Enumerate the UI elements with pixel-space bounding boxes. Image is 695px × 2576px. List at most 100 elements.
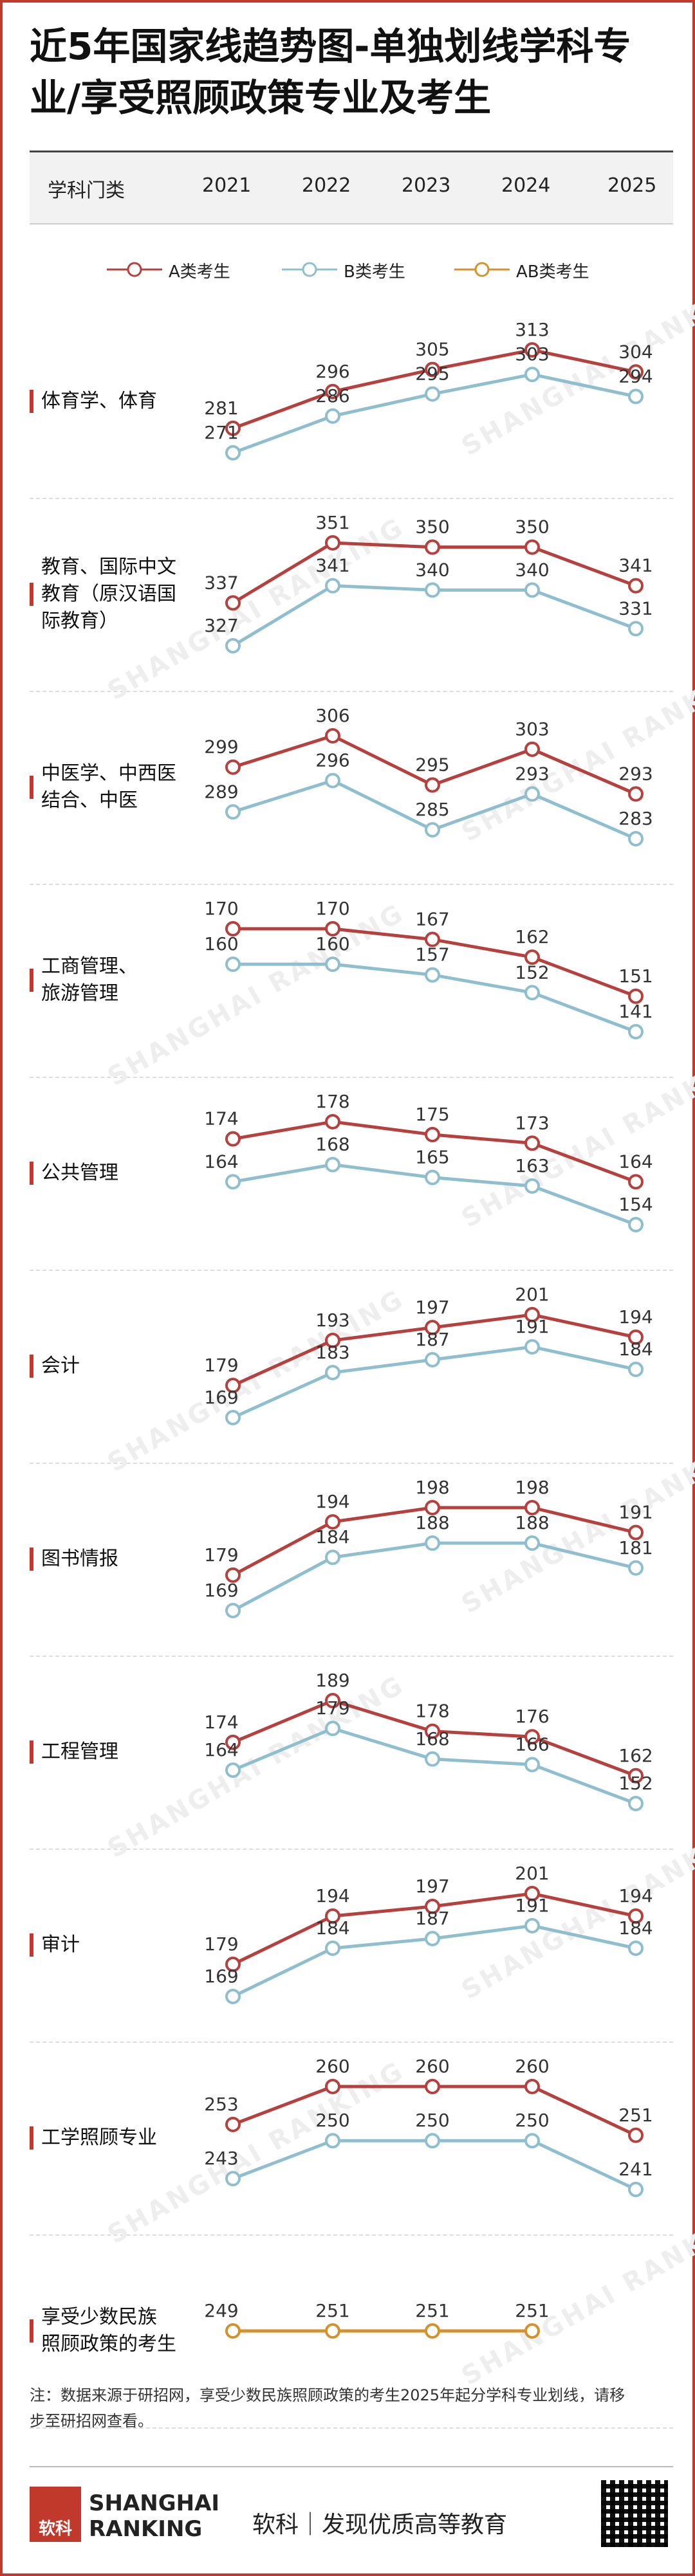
data-label: 174 (204, 1712, 238, 1733)
data-point (628, 2182, 644, 2197)
data-label: 241 (618, 2159, 653, 2180)
data-label: 194 (315, 1491, 349, 1512)
data-point (425, 931, 440, 947)
title-line-1: 近5年国家线趋势图-单独划线学科专 (30, 24, 631, 68)
data-point (225, 759, 241, 775)
data-point (225, 956, 241, 973)
data-label: 253 (204, 2094, 238, 2115)
data-point (524, 741, 540, 757)
data-label: 350 (515, 516, 549, 538)
table-header: 学科门类 2021 2022 2023 2024 2025 (30, 151, 673, 224)
row-plot: 174 189 178 176 162 164 179 168 166 152 (204, 1670, 653, 1811)
data-point (628, 1174, 644, 1190)
data-label: 351 (315, 512, 349, 533)
data-point (425, 1127, 440, 1142)
row-label-line: 际教育） (41, 610, 118, 632)
data-label: 191 (515, 1895, 549, 1916)
data-label: 187 (415, 1908, 449, 1929)
data-label: 250 (515, 2110, 549, 2131)
legend-label-ab: AB类考生 (516, 262, 589, 282)
chart-row: SHANGHAI RANKING 工学照顾专业 253 260 260 260 251 243… (30, 2042, 673, 2250)
data-label: 341 (618, 555, 653, 576)
row-plot: 179 194 197 201 194 169 184 187 191 184 (204, 1863, 653, 2004)
row-plot: 249 251 251 251 (204, 2300, 550, 2339)
data-point (325, 408, 340, 424)
data-point (325, 1333, 340, 1348)
data-label: 198 (515, 1477, 549, 1498)
data-label: 197 (415, 1876, 449, 1897)
chart-row: SHANGHAI RANKING 工商管理、 旅游管理 170 170 167 162 151… (30, 884, 673, 1092)
data-point (628, 388, 644, 405)
data-point (524, 786, 540, 802)
data-label: 179 (204, 1355, 238, 1376)
data-label: 167 (415, 909, 449, 930)
header-category-label: 学科门类 (48, 179, 125, 202)
data-label: 189 (315, 1670, 349, 1691)
data-point (628, 1217, 644, 1232)
data-point (225, 1567, 241, 1583)
data-point (425, 539, 440, 555)
header-year-2022: 2022 (302, 174, 351, 197)
data-label: 178 (415, 1701, 449, 1722)
data-label: 331 (618, 598, 653, 619)
data-point (325, 772, 340, 789)
data-point (524, 1307, 540, 1322)
data-label: 327 (204, 615, 238, 636)
data-label: 179 (204, 1544, 238, 1566)
data-point (325, 921, 340, 936)
data-point (628, 1329, 644, 1345)
data-label: 170 (204, 898, 238, 919)
row-label-line: 体育学、体育 (41, 390, 157, 412)
row-label: 公共管理 (30, 1077, 203, 1270)
data-point (325, 1941, 340, 1956)
row-label-text: 工程管理 (41, 1739, 118, 1766)
data-label: 286 (315, 385, 349, 406)
data-label: 152 (515, 962, 549, 983)
legend-swatch-a (107, 262, 162, 277)
data-label: 303 (515, 343, 549, 365)
row-label-line: 享受少数民族 (41, 2306, 157, 2328)
data-point (524, 1535, 540, 1551)
qr-code-icon[interactable] (601, 2480, 668, 2547)
data-label: 184 (315, 1917, 349, 1939)
chart-row: SHANGHAI RANKING 审计 179 194 197 201 194 169 184 1… (30, 1811, 695, 2043)
data-point (628, 1768, 644, 1784)
data-label: 285 (415, 799, 449, 820)
row-plot: 337 351 350 350 341 327 341 340 340 331 (204, 512, 653, 653)
data-point (225, 1734, 241, 1750)
data-point (325, 2323, 340, 2339)
data-label: 289 (204, 781, 238, 802)
row-marker (30, 583, 33, 606)
page-title: 近5年国家线趋势图-单独划线学科专 业/享受照顾政策专业及考生 (30, 21, 673, 123)
data-label: 151 (618, 965, 653, 987)
data-point (225, 921, 241, 936)
data-label: 184 (618, 1917, 653, 1939)
data-point (425, 582, 440, 598)
data-point (524, 2133, 540, 2149)
row-label-line: 教育（原汉语国 (41, 583, 176, 605)
row-label-line: 照顾政策的考生 (41, 2333, 176, 2355)
data-label: 295 (415, 754, 449, 776)
data-point (425, 967, 440, 983)
data-label: 194 (618, 1306, 653, 1328)
data-point (325, 1721, 340, 1737)
legend-swatch-b (282, 262, 337, 277)
data-point (425, 1352, 440, 1367)
data-point (225, 804, 241, 820)
data-label: 304 (618, 341, 653, 362)
footnote: 注：数据来源于研招网，享受少数民族照顾政策的考生2025年起分学科专业划线，请移… (30, 2382, 673, 2434)
data-point (425, 1320, 440, 1335)
data-label: 340 (415, 559, 449, 580)
row-plot: 170 170 167 162 151 160 160 157 152 141 (204, 898, 653, 1039)
row-label: 工学照顾专业 (30, 2042, 203, 2234)
data-point (225, 1957, 241, 1972)
header-year-2024: 2024 (501, 174, 551, 197)
data-point (325, 1156, 340, 1173)
data-point (628, 2127, 644, 2143)
data-label: 296 (315, 361, 349, 382)
data-point (524, 1339, 540, 1355)
data-point (425, 2323, 440, 2339)
footnote-line-2: 步至研招网查看。 (30, 2412, 153, 2430)
data-point (524, 949, 540, 965)
